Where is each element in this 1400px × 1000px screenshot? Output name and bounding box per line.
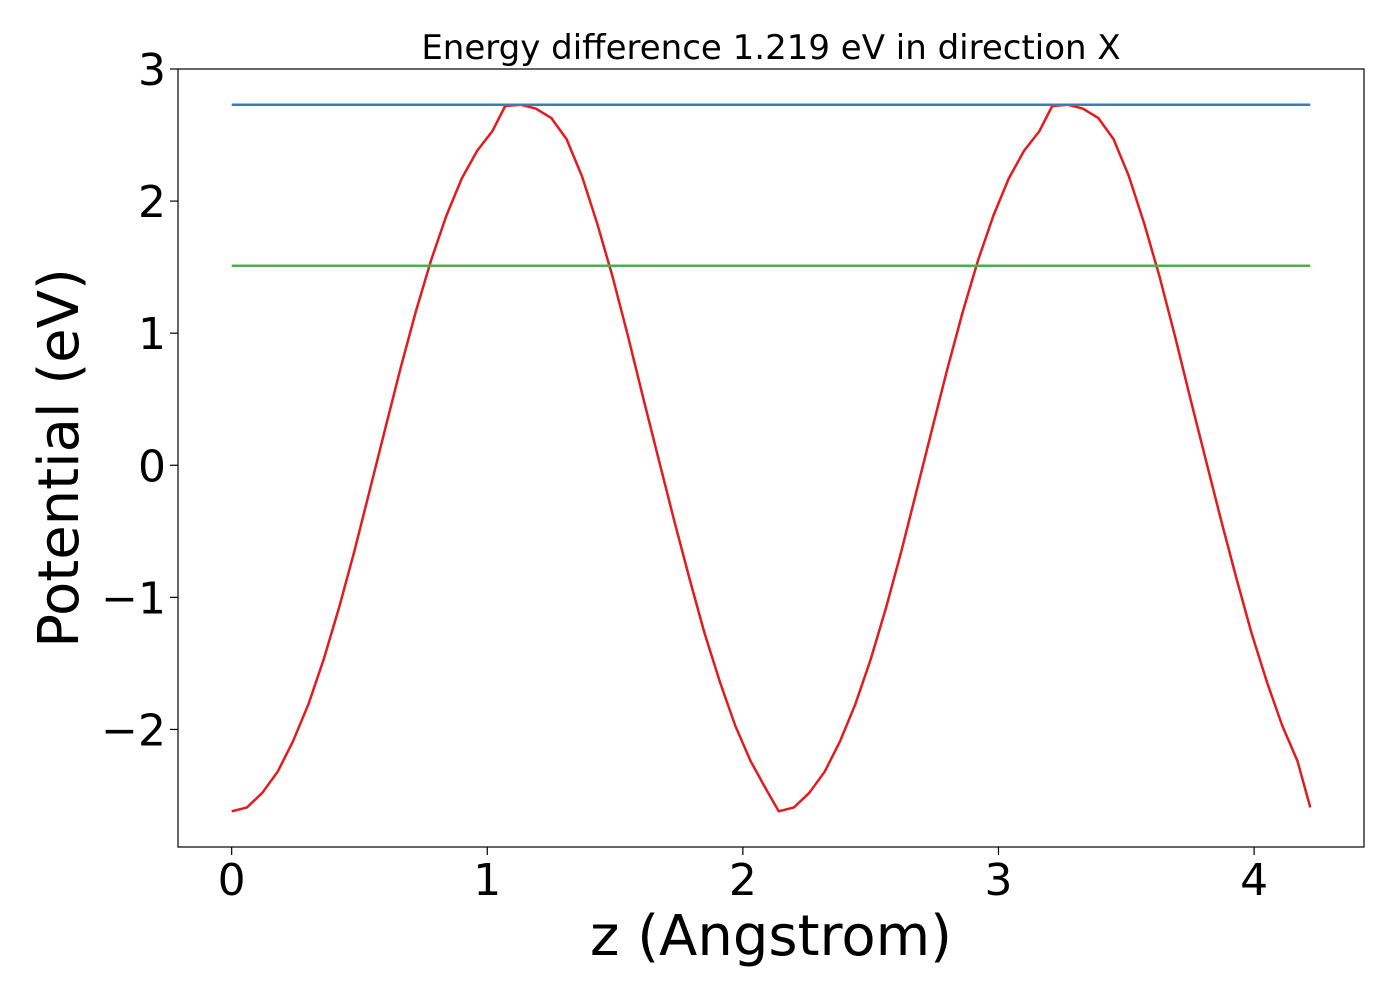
x-tick-label: 2 [729, 855, 757, 906]
series-layer [231, 103, 1312, 813]
y-tick-label: 0 [138, 441, 166, 492]
y-tick-label: 2 [138, 177, 166, 228]
y-tick-label: 1 [138, 309, 166, 360]
x-tick-label: 3 [984, 855, 1012, 906]
plot-frame [177, 68, 1365, 848]
x-axis: 0 1 2 3 4 [218, 847, 1268, 906]
chart-title: Energy difference 1.219 eV in direction … [421, 28, 1120, 68]
series-line-potential [231, 103, 1312, 813]
y-tick-label: 3 [138, 45, 166, 96]
y-tick-label: −2 [101, 705, 166, 756]
x-tick-label: 0 [218, 855, 246, 906]
x-tick-label: 1 [473, 855, 501, 906]
x-axis-label: z (Angstrom) [590, 904, 952, 969]
x-tick-label: 4 [1240, 855, 1268, 906]
y-axis-label: Potential (eV) [27, 268, 92, 648]
y-axis: −2 −1 0 1 2 3 [101, 45, 178, 756]
y-tick-label: −1 [101, 573, 166, 624]
